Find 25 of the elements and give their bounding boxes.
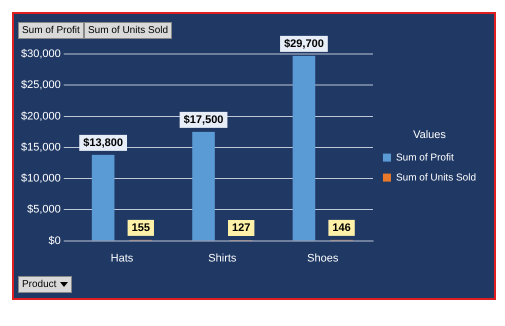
y-tick-label: $10,000	[20, 172, 61, 185]
data-label: $13,800	[83, 136, 124, 149]
y-tick-label: $15,000	[20, 141, 61, 154]
x-tick-label: Shirts	[208, 252, 237, 264]
y-tick-label: $20,000	[20, 110, 61, 122]
y-tick-label: $25,000	[20, 79, 61, 92]
legend-label: Sum of Profit	[396, 152, 454, 164]
data-label: $17,500	[184, 114, 224, 126]
text: Product	[22, 279, 56, 290]
data-label: 127	[232, 222, 250, 234]
legend-title: Values	[413, 128, 446, 141]
x-tick-label: Shoes	[307, 252, 339, 264]
text: Sum of Profit	[22, 25, 80, 36]
bar	[92, 154, 114, 240]
y-tick-label: $5,000	[27, 204, 61, 216]
x-tick-label: Hats	[110, 252, 134, 264]
legend-label: Sum of Units Sold	[396, 172, 476, 184]
data-label: $29,700	[284, 38, 324, 50]
y-tick-label: $30,000	[20, 48, 61, 60]
data-label: 155	[132, 222, 150, 234]
text: Sum of Units Sold	[88, 25, 168, 36]
y-tick-label: $0	[48, 234, 61, 247]
bar	[192, 132, 215, 240]
bar	[292, 56, 316, 240]
data-label: 146	[332, 222, 351, 234]
